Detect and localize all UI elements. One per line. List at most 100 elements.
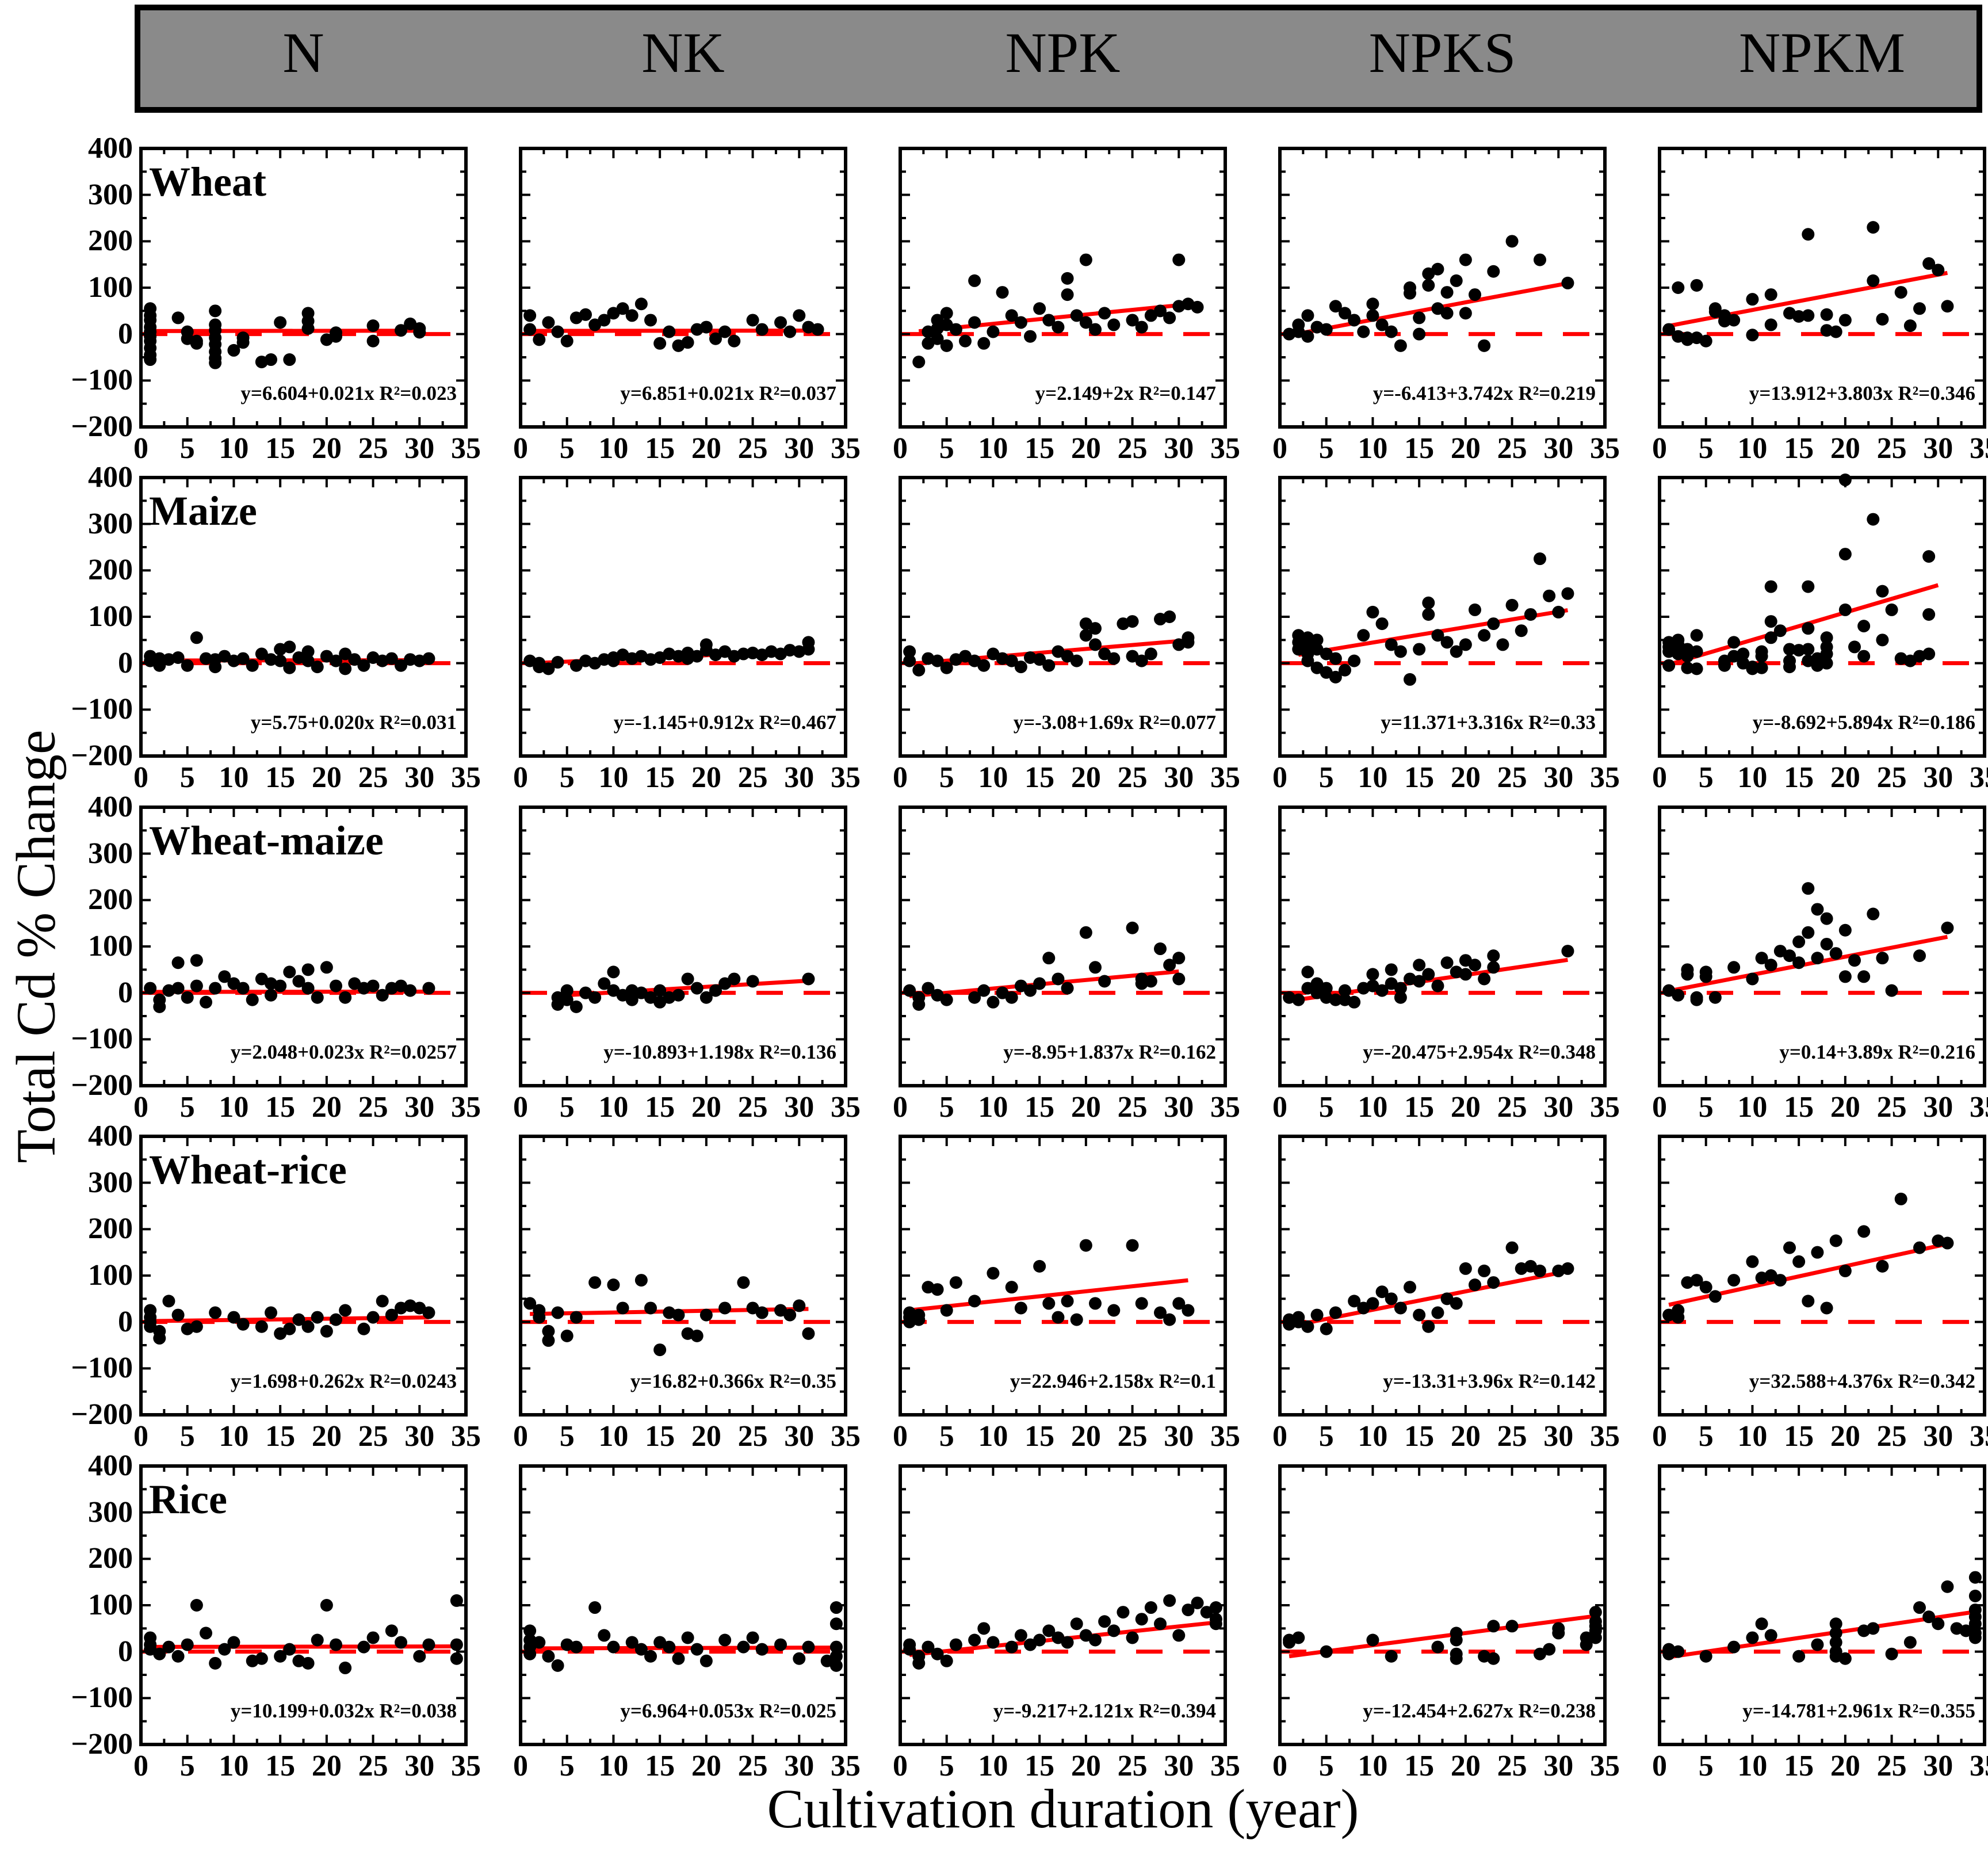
data-point <box>1126 314 1139 327</box>
data-point <box>523 323 537 336</box>
data-point <box>569 1640 583 1654</box>
data-point <box>301 645 315 658</box>
data-point <box>422 1638 435 1651</box>
x-tick-label: 25 <box>1117 761 1148 794</box>
data-point <box>1052 320 1065 334</box>
data-point <box>1107 652 1121 665</box>
data-point <box>1431 1306 1444 1319</box>
data-point <box>1366 1297 1379 1310</box>
x-tick-label: 20 <box>1450 1750 1481 1782</box>
data-point <box>987 1636 1000 1649</box>
data-point <box>1857 650 1871 663</box>
data-point <box>1320 982 1333 995</box>
data-point <box>1431 262 1444 276</box>
data-point <box>690 1329 704 1342</box>
data-point <box>1469 1278 1481 1292</box>
data-point <box>1450 274 1463 287</box>
data-point <box>1792 935 1806 948</box>
data-point <box>560 993 574 1006</box>
data-point <box>1534 1264 1546 1277</box>
x-tick-label: 0 <box>1652 1091 1667 1124</box>
data-point <box>1329 1306 1342 1319</box>
data-point <box>1209 1617 1222 1631</box>
data-point <box>1746 1255 1759 1268</box>
data-point <box>1154 1617 1167 1631</box>
y-tick-label: 400 <box>88 132 133 165</box>
data-point <box>1932 264 1945 277</box>
data-point <box>1348 314 1361 327</box>
data-point <box>209 356 222 369</box>
x-tick-label: 0 <box>1272 1091 1287 1124</box>
data-point <box>1450 1633 1463 1647</box>
x-tick-label: 10 <box>1737 761 1768 794</box>
x-tick-label: 35 <box>831 1750 861 1782</box>
x-tick-label: 10 <box>598 761 629 794</box>
data-point <box>1061 272 1074 285</box>
data-point <box>1690 645 1703 658</box>
data-point <box>746 314 759 327</box>
data-point <box>385 652 398 665</box>
data-point <box>1126 615 1139 628</box>
data-point <box>1580 1638 1593 1651</box>
x-tick-label: 25 <box>1876 761 1907 794</box>
y-tick-label: −100 <box>71 1022 133 1056</box>
x-tick-label: 25 <box>1876 1420 1907 1453</box>
regression-line <box>909 1278 1188 1312</box>
data-point <box>1339 984 1351 997</box>
data-point <box>1172 1297 1186 1310</box>
data-point <box>366 319 380 333</box>
x-tick-label: 10 <box>978 1091 1008 1124</box>
data-point <box>1941 921 1954 934</box>
x-tick-label: 35 <box>831 761 861 794</box>
equation-label: y=16.82+0.366x R²=0.35 <box>630 1370 836 1392</box>
x-tick-label: 15 <box>1784 1091 1814 1124</box>
data-point <box>1182 636 1195 649</box>
data-point <box>1339 663 1351 677</box>
x-tick-label: 20 <box>691 1091 721 1124</box>
data-point <box>1848 640 1861 654</box>
x-tick-label: 15 <box>265 1750 296 1782</box>
x-tick-label: 20 <box>1071 1750 1101 1782</box>
data-point <box>311 661 324 674</box>
data-point <box>1708 1290 1722 1303</box>
data-point <box>1422 968 1435 981</box>
x-tick-label: 10 <box>1737 1091 1768 1124</box>
x-tick-label: 30 <box>784 1420 815 1453</box>
data-point <box>690 982 704 995</box>
x-tick-label: 5 <box>1698 1420 1714 1453</box>
data-point <box>274 316 287 329</box>
data-point <box>1459 638 1472 651</box>
x-tick-label: 30 <box>784 1750 815 1782</box>
x-tick-label: 5 <box>1318 1420 1334 1453</box>
data-point <box>1829 1617 1842 1631</box>
x-tick-label: 10 <box>219 1750 249 1782</box>
data-point <box>1792 1255 1806 1268</box>
x-tick-label: 35 <box>1970 761 1988 794</box>
data-point <box>1107 1304 1121 1317</box>
x-tick-label: 35 <box>831 1091 861 1124</box>
x-tick-label: 5 <box>1698 432 1714 465</box>
x-tick-label: 20 <box>691 1420 721 1453</box>
x-tick-label: 30 <box>1164 1420 1194 1453</box>
data-point <box>1672 988 1685 1002</box>
data-point <box>1699 334 1712 348</box>
data-point <box>236 336 250 349</box>
data-point <box>1014 1629 1027 1642</box>
data-point <box>1033 302 1046 315</box>
data-point <box>1098 1615 1111 1628</box>
data-point <box>793 1299 806 1312</box>
data-point <box>793 1652 806 1665</box>
data-point <box>1126 1631 1139 1644</box>
data-point <box>1487 617 1500 631</box>
data-point <box>1681 968 1694 981</box>
treatment-label-3: NPKS <box>1368 21 1516 85</box>
x-tick-label: 25 <box>1117 1420 1148 1453</box>
data-point <box>255 1652 268 1665</box>
x-tick-label: 25 <box>1117 1091 1148 1124</box>
data-point <box>1005 1281 1018 1294</box>
data-point <box>634 1274 648 1287</box>
data-point <box>922 1640 935 1654</box>
data-point <box>1913 1601 1926 1614</box>
data-point <box>644 1301 657 1315</box>
data-point <box>718 1633 732 1647</box>
